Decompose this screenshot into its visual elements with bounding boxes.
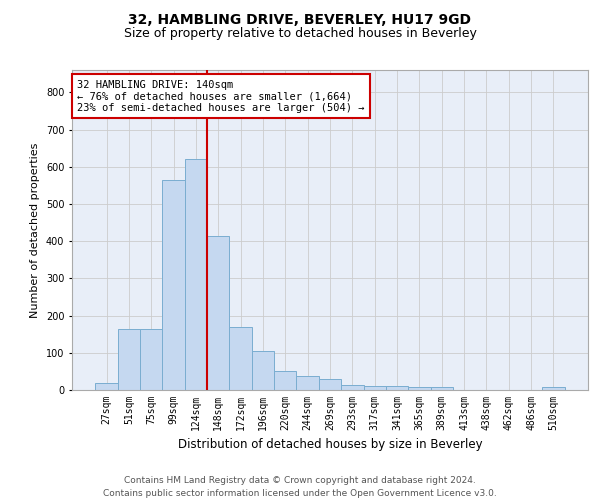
Bar — [185, 160, 207, 390]
Bar — [95, 384, 118, 390]
Bar — [364, 386, 386, 390]
Bar — [431, 388, 453, 390]
Bar — [118, 328, 140, 390]
Text: 32 HAMBLING DRIVE: 140sqm
← 76% of detached houses are smaller (1,664)
23% of se: 32 HAMBLING DRIVE: 140sqm ← 76% of detac… — [77, 80, 365, 113]
Bar — [408, 387, 431, 390]
Bar — [274, 372, 296, 390]
Bar — [207, 236, 229, 390]
Bar — [319, 379, 341, 390]
Bar — [296, 376, 319, 390]
X-axis label: Distribution of detached houses by size in Beverley: Distribution of detached houses by size … — [178, 438, 482, 452]
Bar — [140, 328, 163, 390]
Bar — [542, 388, 565, 390]
Bar — [386, 386, 408, 390]
Text: Contains HM Land Registry data © Crown copyright and database right 2024.
Contai: Contains HM Land Registry data © Crown c… — [103, 476, 497, 498]
Text: Size of property relative to detached houses in Beverley: Size of property relative to detached ho… — [124, 28, 476, 40]
Bar — [229, 326, 252, 390]
Bar — [252, 351, 274, 390]
Text: 32, HAMBLING DRIVE, BEVERLEY, HU17 9GD: 32, HAMBLING DRIVE, BEVERLEY, HU17 9GD — [128, 12, 472, 26]
Bar — [341, 385, 364, 390]
Bar — [163, 180, 185, 390]
Y-axis label: Number of detached properties: Number of detached properties — [31, 142, 40, 318]
